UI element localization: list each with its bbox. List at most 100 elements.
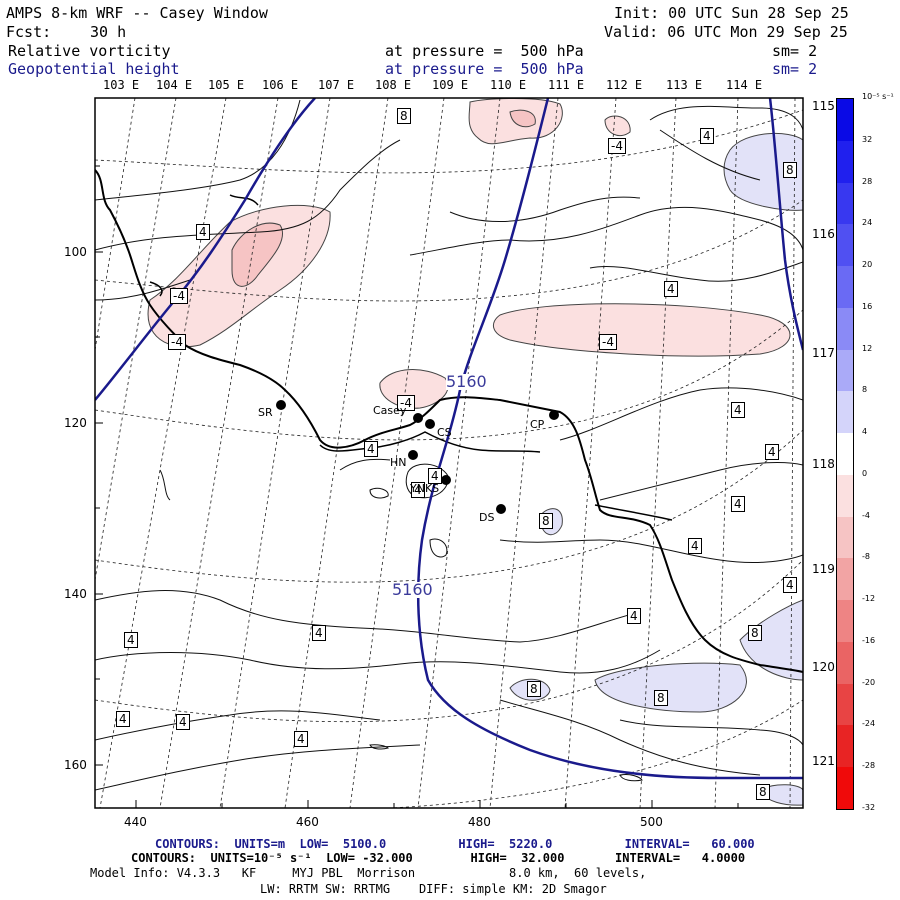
vorticity-contour-label: 8 xyxy=(654,690,668,706)
colorbar-segment xyxy=(837,182,853,225)
height-contour-info: CONTOURS: UNITS=m LOW= 5100.0 HIGH= 5220… xyxy=(155,837,755,851)
colorbar-tick-label: 0 xyxy=(862,468,868,478)
colorbar-segment xyxy=(837,767,853,810)
valid-time: Valid: 06 UTC Mon 29 Sep 25 xyxy=(604,23,848,41)
vorticity-contour-label: 4 xyxy=(312,625,326,641)
height-contour-label: 5160 xyxy=(392,580,433,599)
lon-label-top: 106 E xyxy=(262,78,299,92)
y-tick-label: 160 xyxy=(64,758,87,772)
colorbar-segment xyxy=(837,641,853,684)
colorbar-segment xyxy=(837,224,853,267)
station-label: HN xyxy=(390,456,407,469)
colorbar-tick-label: 16 xyxy=(862,301,873,311)
colorbar-tick-label: 32 xyxy=(862,134,873,144)
forecast-hour: 30 h xyxy=(90,23,127,41)
station-marker xyxy=(408,450,418,460)
colorbar-segment xyxy=(837,600,853,642)
colorbar-segment xyxy=(837,349,853,392)
vorticity-contour-label: 4 xyxy=(700,128,714,144)
vorticity-contour-label: 8 xyxy=(748,625,762,641)
map-frame xyxy=(94,97,804,809)
ice-shelf-edge xyxy=(319,431,541,453)
y-tick-label: 140 xyxy=(64,587,87,601)
vorticity-contour-label: 4 xyxy=(664,281,678,297)
colorbar-segment xyxy=(837,516,853,559)
station-label: CS xyxy=(437,426,452,439)
vorticity-contour-label: -4 xyxy=(168,334,186,350)
lon-label-top: 109 E xyxy=(432,78,469,92)
lon-label-top: 114 E xyxy=(726,78,763,92)
vorticity-contour-label: 4 xyxy=(411,482,425,498)
field-vorticity-pressure: at pressure = 500 hPa xyxy=(385,42,584,60)
colorbar-tick-label: 12 xyxy=(862,343,873,353)
colorbar-tick-label: -16 xyxy=(862,635,876,645)
colorbar-tick-label: -12 xyxy=(862,594,876,604)
vorticity-contour-label: 4 xyxy=(116,711,130,727)
station-marker xyxy=(496,504,506,514)
colorbar-tick-label: -28 xyxy=(862,761,876,771)
colorbar-segment xyxy=(837,558,853,601)
field-vorticity: Relative vorticity xyxy=(8,42,171,60)
station-marker xyxy=(441,475,451,485)
lon-label-top: 112 E xyxy=(606,78,643,92)
lon-label-top: 113 E xyxy=(666,78,703,92)
station-label: CP xyxy=(530,418,545,431)
vorticity-contour-label: -4 xyxy=(599,334,617,350)
x-tick-label: 440 xyxy=(124,815,147,829)
vorticity-contour-info: CONTOURS: UNITS=10⁻⁵ s⁻¹ LOW= -32.000 HI… xyxy=(131,851,746,865)
station-label: SR xyxy=(258,406,273,419)
y-tick-label: 100 xyxy=(64,245,87,259)
station-marker xyxy=(276,400,286,410)
vorticity-contour-label: 4 xyxy=(783,577,797,593)
colorbar-segment xyxy=(837,391,853,434)
vorticity-contour-label: 4 xyxy=(364,441,378,457)
colorbar-tick-label: 24 xyxy=(862,218,873,228)
colorbar-segment xyxy=(837,99,853,141)
forecast-label: Fcst: xyxy=(6,23,52,41)
vorticity-contour-label: 4 xyxy=(176,714,190,730)
vorticity-contour-label: 8 xyxy=(539,513,553,529)
height-contour-label: 5160 xyxy=(446,372,487,391)
colorbar-segment xyxy=(837,307,853,350)
parallel-gridlines xyxy=(95,109,803,808)
vorticity-contour-label: 4 xyxy=(688,538,702,554)
positive-vorticity-shading xyxy=(739,599,803,681)
meridian-gridlines xyxy=(95,98,796,808)
vorticity-contour-label: 4 xyxy=(731,496,745,512)
ice-shelf-edge xyxy=(149,281,163,297)
colorbar-segment xyxy=(837,725,853,768)
colorbar-tick-label: -8 xyxy=(862,552,870,562)
colorbar-tick-label: -24 xyxy=(862,719,876,729)
positive-vorticity-shading xyxy=(723,132,803,211)
vorticity-contour-label: -4 xyxy=(608,138,626,154)
x-tick-label: 460 xyxy=(296,815,319,829)
x-tick-label: 480 xyxy=(468,815,491,829)
vorticity-contour-label: 4 xyxy=(627,608,641,624)
vorticity-contour-label: 8 xyxy=(756,784,770,800)
negative-vorticity-shading xyxy=(604,115,631,136)
station-label: Casey xyxy=(373,404,407,417)
colorbar-tick-label: 4 xyxy=(862,427,868,437)
field-height-smoothing: sm= 2 xyxy=(772,60,818,78)
coastline xyxy=(95,169,803,673)
lon-label-top: 111 E xyxy=(548,78,585,92)
lon-label-top: 103 E xyxy=(103,78,140,92)
negative-vorticity-shading xyxy=(492,303,791,357)
colorbar-tick-label: -4 xyxy=(862,510,870,520)
ice-shelf-edge xyxy=(594,504,673,521)
station-label: YNKS xyxy=(410,482,440,495)
colorbar-tick-label: 20 xyxy=(862,260,873,270)
field-height-pressure: at pressure = 500 hPa xyxy=(385,60,584,78)
lon-label-top: 107 E xyxy=(318,78,355,92)
vorticity-contour-label: -4 xyxy=(170,288,188,304)
station-marker xyxy=(425,419,435,429)
axis-ticks xyxy=(95,165,739,808)
negative-vorticity-shading xyxy=(379,369,449,409)
physics-info: LW: RRTM SW: RRTMG DIFF: simple KM: 2D S… xyxy=(260,882,607,896)
colorbar-segment xyxy=(837,266,853,308)
colorbar xyxy=(836,98,854,810)
vorticity-contour-label: 4 xyxy=(196,224,210,240)
map-title: AMPS 8-km WRF -- Casey Window xyxy=(6,4,268,22)
negative-vorticity-shading xyxy=(509,109,536,128)
colorbar-segment xyxy=(837,433,853,475)
